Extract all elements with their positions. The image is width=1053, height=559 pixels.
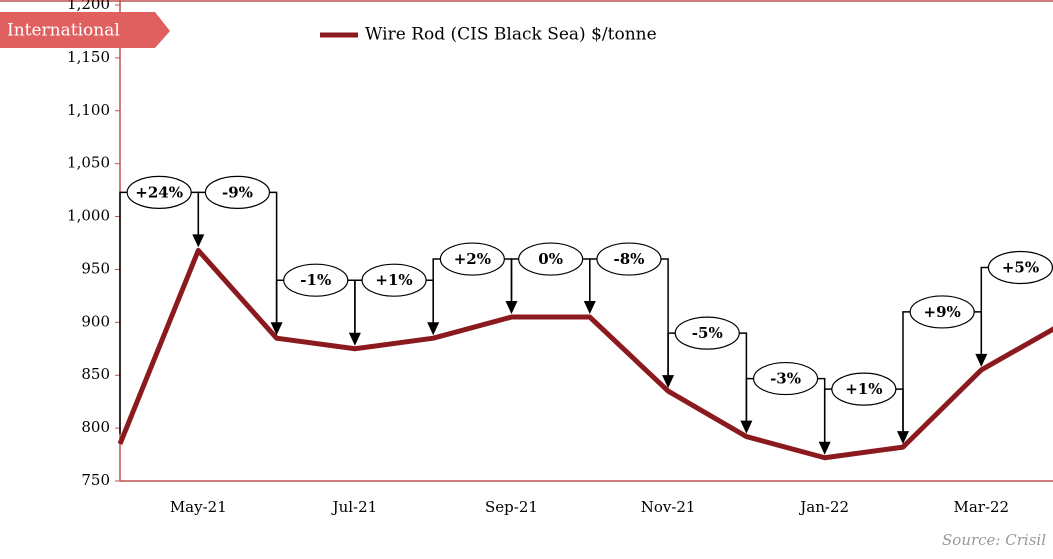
annotation-bracket [589,258,669,378]
annotation-arrow [270,322,283,336]
annotation-label: -1% [300,271,331,289]
annotation-arrow [348,332,361,346]
annotation-bracket [197,191,278,325]
annotation-arrow [505,301,518,315]
annotation-bubble [518,242,584,276]
annotation-arrow [975,353,988,367]
annotation-label: -3% [770,370,801,388]
annotation-label: +9% [924,303,961,321]
annotation-arrow [583,301,596,315]
annotation-bracket [119,191,200,434]
annotation-bubble [987,250,1053,285]
annotation-label: +5% [1002,259,1039,277]
annotation-bracket [902,311,983,438]
annotation-label: -5% [692,324,723,342]
annotation-bubble [831,372,897,406]
y-tick-label: 750 [81,471,110,489]
annotation-label: +24% [135,183,183,201]
x-tick-label: Jan-22 [798,498,849,516]
annotation-arrow [818,441,831,455]
annotation-bubble [439,242,505,276]
annotation-label: -9% [222,183,253,201]
annotation-bubble [674,316,740,350]
x-tick-label: Jul-21 [331,498,378,516]
source: Source: Crisil [942,531,1046,549]
plot: 750 800 850 900 950 1,000 1,050 1,100 1,150 1,200… [67,0,1053,516]
annotation-bubble [596,242,662,276]
annotation-arrow [662,375,675,389]
x-tick-label: Nov-21 [641,498,696,516]
x-tick-label: May-21 [170,498,227,516]
annotation-arrow [192,234,205,248]
annotation-bubble [361,263,427,297]
y-tick-label: 850 [81,365,110,383]
annotation-label: 0% [538,250,563,268]
annotation-bubble [909,295,975,329]
annotation-arrow [897,431,909,445]
annotation-label: +2% [454,250,491,268]
y-tick-label: 1,050 [67,154,110,172]
annotation-label: -8% [613,250,644,268]
annotation-bubble [126,175,192,210]
annotation-arrow [427,322,440,336]
y-tick-label: 1,000 [67,207,110,225]
annotation-bubble [752,361,819,396]
annotation-bubble [204,175,271,210]
y-tick-label: 800 [81,418,110,436]
annotation-bubble [283,263,349,297]
y-tick-label: 1,150 [67,48,110,66]
y-tick-label: 900 [81,312,110,330]
y-tick-label: 1,100 [67,101,110,119]
y-tick-label: 1,200 [67,0,110,13]
x-tick-label: Mar-22 [953,498,1009,516]
annotation-label: +1% [375,271,412,289]
series-line [117,247,1053,461]
section-label: International [7,21,120,41]
annotation-arrow [740,420,753,434]
legend-label: Wire Rod (CIS Black Sea) $/tonne [365,25,657,45]
y-tick-label: 950 [81,259,110,277]
section-tag [0,12,170,48]
annotation-label: +1% [845,380,882,398]
x-tick-label: Sep-21 [485,498,538,516]
